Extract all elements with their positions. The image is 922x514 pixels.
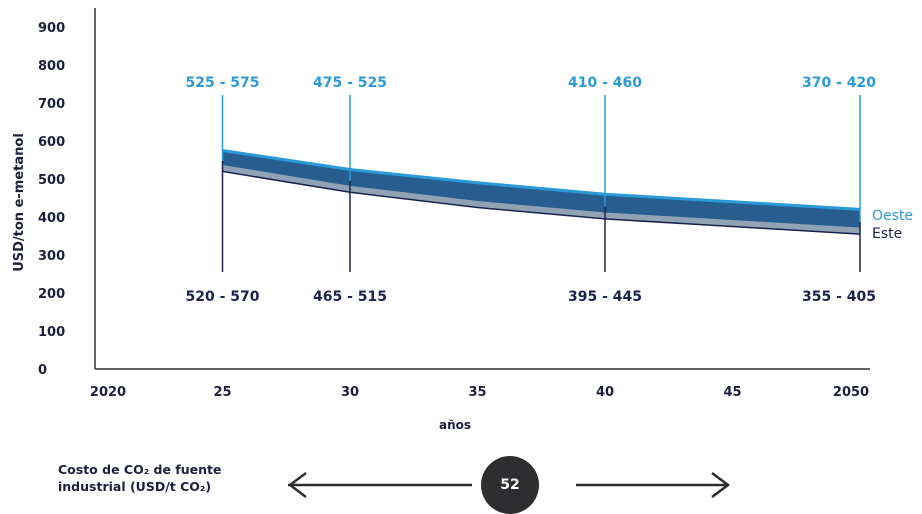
x-tick-label-35: 35 <box>468 385 486 400</box>
annotation-oeste-2025: 525 - 575 <box>185 75 259 91</box>
este-lower-line <box>222 170 861 235</box>
annotation-oeste-2030: 475 - 525 <box>313 75 387 91</box>
x-tick-label-2050: 2050 <box>833 385 869 400</box>
x-tick-label-25: 25 <box>213 385 231 400</box>
annotation-este-2030: 465 - 515 <box>313 289 387 305</box>
y-tick-label-200: 200 <box>38 287 65 302</box>
left-arrow-icon <box>287 472 472 498</box>
y-axis-title: USD/ton e-metanol <box>12 133 27 272</box>
chart: 0 100 200 300 400 500 600 700 800 900 2020 25 30 35 40… <box>12 8 913 432</box>
co2-cost-label-line1: Costo de CO₂ de fuente <box>58 462 222 477</box>
co2-cost-badge: 52 <box>481 456 539 514</box>
x-tick-label-30: 30 <box>341 385 359 400</box>
y-tick-label-0: 0 <box>38 363 47 378</box>
x-tick-label-40: 40 <box>596 385 614 400</box>
y-tick-label-700: 700 <box>38 97 65 112</box>
y-tick-label-400: 400 <box>38 211 65 226</box>
annotation-este-2040: 395 - 445 <box>568 289 642 305</box>
y-tick-label-600: 600 <box>38 135 65 150</box>
legend-este: Este <box>872 226 902 242</box>
oeste-upper-line <box>222 149 861 211</box>
y-tick-label-800: 800 <box>38 59 65 74</box>
co2-cost-label-line2: industrial (USD/t CO₂) <box>58 479 212 494</box>
y-tick-label-900: 900 <box>38 21 65 36</box>
annotation-este-2025: 520 - 570 <box>185 289 259 305</box>
right-arrow-icon <box>576 472 731 498</box>
x-axis-title: años <box>439 418 471 432</box>
x-tick-label-45: 45 <box>723 385 741 400</box>
annotation-oeste-2050: 370 - 420 <box>802 75 876 91</box>
co2-cost-label: Costo de CO₂ de fuente industrial (USD/t… <box>58 461 288 495</box>
y-tick-label-100: 100 <box>38 325 65 340</box>
y-tick-label-500: 500 <box>38 173 65 188</box>
x-tick-label-2020: 2020 <box>90 385 126 400</box>
y-tick-label-300: 300 <box>38 249 65 264</box>
footer-arrows <box>287 472 731 498</box>
annotation-este-2050: 355 - 405 <box>802 289 876 305</box>
legend-oeste: Oeste <box>872 208 913 224</box>
annotation-oeste-2040: 410 - 460 <box>568 75 642 91</box>
